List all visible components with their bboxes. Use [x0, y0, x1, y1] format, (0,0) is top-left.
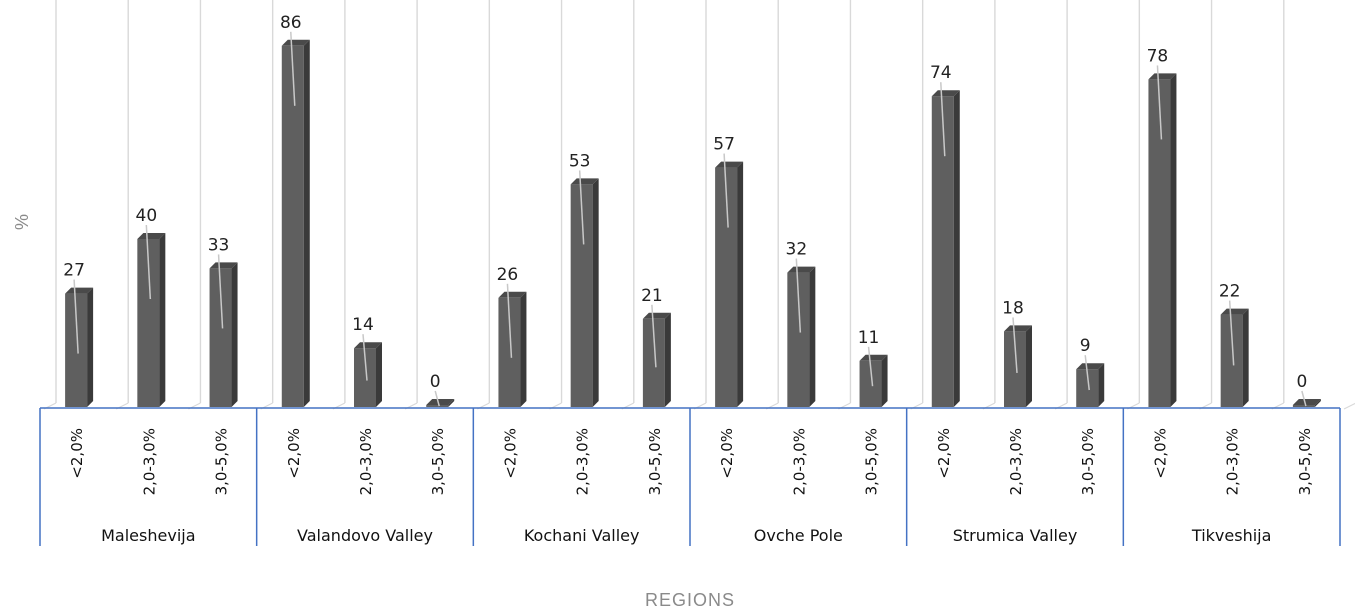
- tick-label: 2,0-3,0%: [574, 428, 592, 495]
- bar: [1076, 363, 1105, 407]
- group-label: Valandovo Valley: [297, 526, 433, 545]
- bar: [498, 291, 527, 407]
- data-label-leader: [723, 153, 729, 228]
- data-label: 0: [1296, 372, 1307, 392]
- gridlines: [43, 0, 1355, 410]
- data-label: 21: [641, 286, 663, 306]
- bar: [570, 178, 599, 407]
- data-label: 86: [280, 13, 302, 33]
- bar: [787, 266, 816, 407]
- bar: [1292, 399, 1321, 407]
- data-label-leader: [1301, 390, 1307, 407]
- data-label-leader: [145, 224, 152, 300]
- data-label-leader: [795, 258, 802, 333]
- tick-label: 2,0-3,0%: [357, 428, 375, 495]
- bar: [426, 399, 455, 407]
- data-label-leader: [362, 334, 368, 381]
- tick-label: <2,0%: [501, 428, 519, 479]
- x-axis: <2,0% 2,0-3,0% 3,0-5,0% Maleshevija <2,0% 2,0…: [39, 407, 1341, 546]
- tick-label: <2,0%: [935, 428, 953, 479]
- data-label: 57: [713, 135, 735, 155]
- tick-label: 3,0-5,0%: [1296, 428, 1314, 495]
- group-label: Strumica Valley: [953, 526, 1078, 545]
- gridline-floor: [1343, 402, 1355, 410]
- data-label: 53: [569, 151, 591, 171]
- tick-label: 3,0-5,0%: [1079, 428, 1097, 495]
- bars: [65, 39, 1321, 408]
- bar: [642, 312, 671, 407]
- data-label: 22: [1219, 282, 1241, 302]
- data-label-leader: [578, 170, 585, 245]
- bar: [281, 39, 310, 408]
- x-axis-label: REGIONS: [645, 590, 735, 610]
- group-label: Ovche Pole: [754, 526, 843, 545]
- data-label-leader: [867, 346, 874, 387]
- data-label-leader: [1156, 65, 1163, 140]
- tick-label: <2,0%: [285, 428, 303, 479]
- tick-label: <2,0%: [68, 428, 86, 479]
- y-axis-label: %: [12, 214, 32, 230]
- tick-label: 3,0-5,0%: [646, 428, 664, 495]
- bar: [209, 262, 238, 407]
- data-label-leader: [651, 304, 657, 368]
- data-label: 33: [208, 235, 230, 255]
- group-label: Tikveshija: [1191, 526, 1271, 545]
- tick-label: 3,0-5,0%: [429, 428, 447, 495]
- data-label: 11: [858, 328, 880, 348]
- data-label: 78: [1147, 46, 1169, 66]
- data-label: 27: [63, 261, 85, 281]
- data-label: 32: [786, 240, 808, 260]
- data-label-leader: [940, 82, 946, 157]
- bar: [1004, 325, 1032, 407]
- data-label-leader: [1084, 355, 1090, 391]
- tick-label: <2,0%: [1151, 428, 1169, 479]
- tick-label: <2,0%: [718, 428, 736, 479]
- tick-label: 2,0-3,0%: [1224, 428, 1242, 495]
- data-label: 74: [930, 63, 952, 83]
- data-label-leader: [1012, 317, 1018, 374]
- data-label: 40: [136, 206, 158, 226]
- bar: [354, 342, 382, 407]
- data-label: 0: [430, 372, 441, 392]
- bar: [1220, 308, 1249, 407]
- data-label: 14: [352, 315, 374, 335]
- bar: [715, 161, 744, 407]
- bar: [1148, 73, 1177, 408]
- bar: [65, 287, 94, 407]
- data-label-leader: [73, 279, 79, 354]
- data-label: 9: [1080, 336, 1091, 356]
- data-label: 26: [497, 265, 519, 285]
- tick-label: 2,0-3,0%: [1007, 428, 1025, 495]
- tick-label: 3,0-5,0%: [863, 428, 881, 495]
- group-label: Maleshevija: [101, 526, 195, 545]
- data-label-leader: [290, 31, 296, 106]
- data-label-leader: [506, 283, 513, 358]
- data-label: 18: [1002, 298, 1024, 318]
- data-label-leader: [434, 390, 440, 407]
- bar: [137, 233, 166, 407]
- data-label-leader: [217, 254, 224, 329]
- data-label-leader: [1228, 300, 1235, 366]
- group-label: Kochani Valley: [524, 526, 640, 545]
- data-labels: 27 40 33 86 14 0 26 53 21 57 32 11 74 18 9 78 22 0: [63, 13, 1307, 407]
- bar: [859, 354, 888, 407]
- bar: [931, 90, 960, 407]
- tick-label: 3,0-5,0%: [213, 428, 231, 495]
- tick-label: 2,0-3,0%: [790, 428, 808, 495]
- tick-label: 2,0-3,0%: [140, 428, 158, 495]
